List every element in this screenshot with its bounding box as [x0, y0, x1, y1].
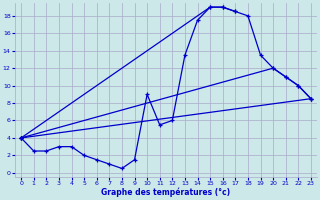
X-axis label: Graphe des températures (°c): Graphe des températures (°c) — [101, 188, 231, 197]
